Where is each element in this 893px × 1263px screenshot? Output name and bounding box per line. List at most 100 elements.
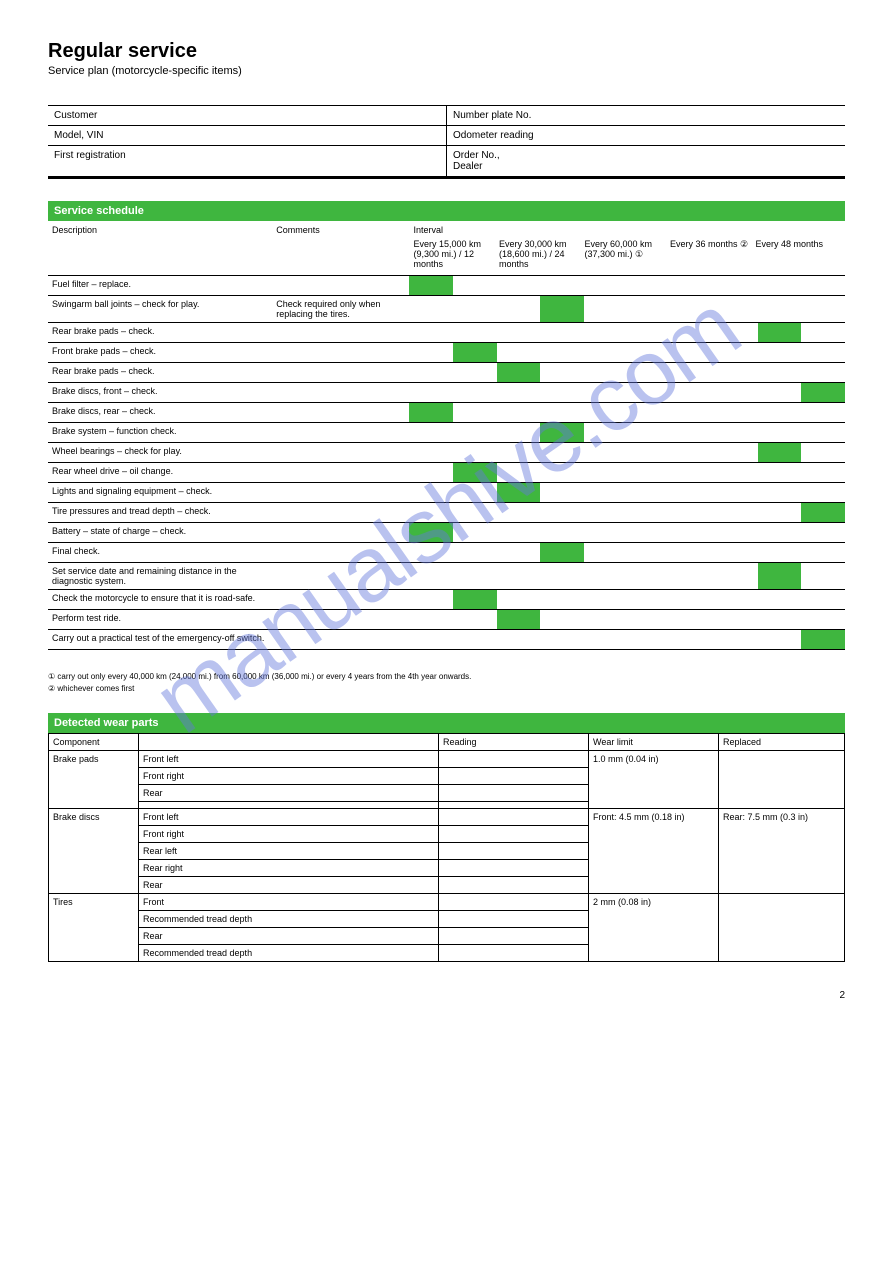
schedule-row: Tire pressures and tread depth – check.	[48, 503, 845, 523]
schedule-interval-cell	[409, 383, 453, 403]
interval-col-1: Every 30,000 km (18,600 mi.) / 24 months	[499, 239, 585, 269]
wear-reading-cell	[439, 876, 589, 893]
schedule-interval-cell	[584, 443, 628, 463]
schedule-interval-cell	[671, 630, 715, 650]
schedule-interval-cell	[671, 343, 715, 363]
wear-item-cell: Front right	[139, 767, 439, 784]
info-cell-odometer: Odometer reading	[447, 126, 846, 146]
schedule-interval-cell	[714, 483, 758, 503]
schedule-interval-cell	[801, 483, 845, 503]
schedule-interval-cell	[453, 483, 497, 503]
schedule-row-desc: Carry out a practical test of the emerge…	[48, 630, 272, 650]
schedule-interval-cell	[758, 610, 802, 630]
wear-item-cell: Front	[139, 893, 439, 910]
schedule-interval-cell	[409, 590, 453, 610]
schedule-interval-cell	[584, 403, 628, 423]
schedule-row: Rear brake pads – check.	[48, 323, 845, 343]
schedule-interval-cell	[714, 343, 758, 363]
info-cell-registration: First registration	[48, 146, 447, 178]
schedule-interval-cell	[453, 563, 497, 590]
wear-component-cell: Brake pads	[49, 750, 139, 808]
schedule-interval-cell	[453, 403, 497, 423]
page-subtitle: Service plan (motorcycle-specific items)	[48, 65, 845, 77]
schedule-interval-cell	[453, 443, 497, 463]
schedule-interval-cell	[671, 483, 715, 503]
schedule-interval-cell	[758, 483, 802, 503]
schedule-interval-cell	[714, 523, 758, 543]
schedule-interval-cell	[758, 363, 802, 383]
schedule-interval-cell	[540, 463, 584, 483]
schedule-interval-cell	[584, 276, 628, 296]
wear-reading-cell	[439, 767, 589, 784]
schedule-interval-cell	[671, 523, 715, 543]
schedule-row-desc: Wheel bearings – check for play.	[48, 443, 272, 463]
schedule-interval-cell	[758, 463, 802, 483]
wear-item-cell: Rear right	[139, 859, 439, 876]
schedule-row-comments	[272, 323, 409, 343]
schedule-interval-cell	[627, 630, 671, 650]
wear-replaced-cell: Rear: 7.5 mm (0.3 in)	[719, 808, 845, 893]
wear-head-limit: Wear limit	[589, 733, 719, 750]
schedule-interval-cell	[627, 363, 671, 383]
schedule-row-comments	[272, 423, 409, 443]
schedule-interval-cell	[497, 403, 541, 423]
schedule-row: Brake system – function check.	[48, 423, 845, 443]
wear-item-cell: Recommended tread depth	[139, 910, 439, 927]
schedule-interval-cell	[627, 590, 671, 610]
schedule-interval-cell	[409, 343, 453, 363]
schedule-interval-cell	[801, 403, 845, 423]
wear-reading-cell	[439, 808, 589, 825]
schedule-row-desc: Check the motorcycle to ensure that it i…	[48, 590, 272, 610]
schedule-interval-cell	[540, 590, 584, 610]
schedule-interval-cell	[714, 590, 758, 610]
schedule-interval-cell	[714, 503, 758, 523]
schedule-interval-cell	[671, 503, 715, 523]
schedule-interval-cell	[497, 543, 541, 563]
wear-row: Brake padsFront left1.0 mm (0.04 in)	[49, 750, 845, 767]
interval-col-3: Every 36 months ②	[670, 239, 756, 269]
schedule-row-comments	[272, 403, 409, 423]
schedule-interval-cell	[540, 630, 584, 650]
schedule-row-desc: Rear wheel drive – oil change.	[48, 463, 272, 483]
schedule-row: Set service date and remaining distance …	[48, 563, 845, 590]
schedule-row-comments	[272, 630, 409, 650]
schedule-head-comments: Comments	[272, 221, 409, 276]
circled-2-icon: ②	[740, 239, 748, 249]
schedule-row-comments	[272, 343, 409, 363]
schedule-row: Lights and signaling equipment – check.	[48, 483, 845, 503]
schedule-interval-cell	[540, 363, 584, 383]
schedule-interval-cell	[584, 590, 628, 610]
schedule-interval-cell	[801, 563, 845, 590]
page-number: 2	[48, 990, 845, 1001]
schedule-interval-cell	[584, 323, 628, 343]
schedule-interval-cell	[584, 363, 628, 383]
schedule-interval-cell	[453, 423, 497, 443]
schedule-head-interval: Interval Every 15,000 km (9,300 mi.) / 1…	[409, 221, 845, 276]
wear-head-blank	[139, 733, 439, 750]
schedule-interval-cell	[714, 610, 758, 630]
schedule-interval-cell	[453, 523, 497, 543]
schedule-interval-cell	[627, 463, 671, 483]
wear-reading-cell	[439, 842, 589, 859]
wear-limit-cell: Front: 4.5 mm (0.18 in)	[589, 808, 719, 893]
schedule-interval-cell	[453, 276, 497, 296]
schedule-interval-cell	[671, 543, 715, 563]
schedule-interval-cell	[801, 323, 845, 343]
schedule-interval-cell	[758, 630, 802, 650]
schedule-interval-cell	[584, 383, 628, 403]
schedule-interval-cell	[758, 503, 802, 523]
schedule-interval-cell	[758, 543, 802, 563]
wear-parts-table: Component Reading Wear limit Replaced Br…	[48, 733, 845, 962]
wear-item-cell: Front left	[139, 750, 439, 767]
schedule-interval-cell	[758, 423, 802, 443]
schedule-row-desc: Tire pressures and tread depth – check.	[48, 503, 272, 523]
schedule-interval-cell	[409, 483, 453, 503]
schedule-interval-cell	[453, 343, 497, 363]
wear-item-cell: Rear left	[139, 842, 439, 859]
wear-reading-cell	[439, 784, 589, 801]
footnote-1: ① carry out only every 40,000 km (24,000…	[48, 672, 845, 682]
schedule-row: Swingarm ball joints – check for play.Ch…	[48, 296, 845, 323]
schedule-interval-cell	[801, 463, 845, 483]
schedule-interval-cell	[758, 523, 802, 543]
schedule-interval-cell	[453, 296, 497, 323]
